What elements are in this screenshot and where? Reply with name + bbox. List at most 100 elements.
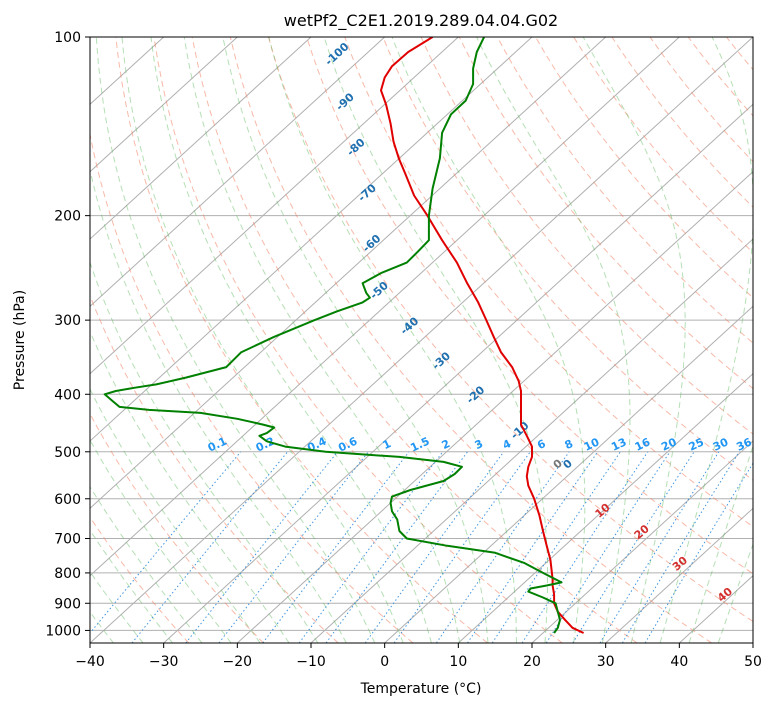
moist-adiabat-line [323,37,548,643]
moist-adiabat-line [90,439,232,643]
moist-adiabat-line [582,37,686,643]
y-tick-label: 100 [54,30,81,46]
isotherm-line [90,37,607,510]
moist-adiabat-line [90,485,203,643]
x-axis-title: Temperature (°C) [360,681,482,697]
mixing-ratio-line [393,451,531,643]
dry-adiabat-line [229,37,712,643]
moist-adiabat-line [121,37,404,643]
dry-adiabat-line [90,516,190,643]
y-axis: 100 200 300 400 500 600 700 800 900 1000 [45,30,90,639]
mixing-ratio-label: 30 [711,435,731,453]
moist-adiabat-line [90,570,144,643]
moist-adiabat-line [95,37,376,643]
dry-adiabat-line [153,37,563,643]
mixing-ratio-label: 10 [582,435,602,453]
mixing-ratio-line [467,451,599,643]
sounding-profiles [103,37,585,634]
chart-title: wetPf2_C2E1.2019.289.04.04.G02 [284,11,558,31]
x-tick-label: −30 [149,654,179,670]
mixing-ratio-line [621,451,740,643]
dry-adiabat-line [496,37,753,344]
y-tick-label: 200 [54,209,81,225]
isotherm-line [90,37,533,442]
dry-adiabat-line [191,37,638,643]
moist-adiabat-line [391,37,586,643]
isotherm-line [90,37,312,240]
isotherm-line [90,37,459,375]
x-tick-label: 0 [380,654,389,670]
y-tick-label: 500 [54,445,81,461]
mixing-ratio-line [90,451,242,634]
isotherm-line [384,305,753,643]
mixing-ratio-line [521,451,649,643]
dry-adiabat-line [344,37,753,528]
plot-frame [89,36,754,644]
mixing-ratio-line [491,451,621,643]
x-tick-label: 40 [670,654,688,670]
moist-adiabat-line [90,529,173,643]
y-tick-label: 700 [54,532,81,548]
moist-adiabat-line [150,37,432,643]
x-tick-label: 50 [744,654,762,670]
x-tick-label: −40 [75,654,105,670]
x-tick-label: −20 [223,654,253,670]
dry-adiabat-line [420,37,753,435]
moist-adiabat-line [90,388,261,643]
moist-adiabat-line [717,543,753,643]
y-tick-label: 800 [54,566,81,582]
dry-adiabat-line [458,37,753,390]
moist-adiabat-line [659,37,753,643]
isotherm-line [236,170,753,643]
moist-adiabat-line [90,167,347,643]
x-tick-label: 10 [449,654,467,670]
mixing-ratio-line [325,451,468,643]
x-tick-label: 20 [523,654,541,670]
moist-adiabat-line [90,330,290,643]
mixing-ratio-line [545,451,671,643]
y-tick-label: 600 [54,492,81,508]
moist-adiabat-line [688,444,753,643]
x-axis: −40 −30 −20 −10 0 10 20 30 40 50 [75,643,762,670]
mixing-ratio-line [298,451,444,643]
moist-adiabat-line [90,261,319,643]
dry-adiabat-line [90,131,414,643]
moist-adiabat-line [268,37,517,643]
isotherm-line [90,37,753,643]
moist-adiabat-line [222,37,489,643]
y-tick-label: 1000 [45,623,81,639]
x-tick-label: 30 [597,654,615,670]
isotherm-line [90,37,386,308]
moist-adiabat-line [183,37,461,643]
mixing-ratio-line [364,451,505,643]
mixing-ratio-label: 20 [659,435,679,453]
y-tick-label: 400 [54,387,81,403]
mixing-ratio-label: 36 [734,435,754,453]
x-tick-label: −10 [296,654,326,670]
isotherm-line [90,37,680,577]
mixing-ratio-line [435,451,570,643]
dry-adiabat-line [115,37,488,643]
mixing-ratio-line [185,451,338,643]
dry-adiabat-line [535,37,753,299]
mixing-ratio-label: 25 [687,436,706,454]
y-tick-label: 300 [54,313,81,329]
y-axis-title: Pressure (hPa) [12,290,28,390]
moist-adiabat-line [476,37,631,643]
mixing-ratio-line [131,451,288,643]
dry-adiabat-line [90,412,264,643]
mixing-ratio-line [262,451,410,643]
mixing-ratio-label: 16 [633,435,653,453]
y-tick-label: 900 [54,596,81,612]
dry-adiabat-line [306,37,753,575]
mixing-ratio-label: 13 [609,436,628,454]
isotherm-line [605,507,753,643]
plot-background-lines [90,37,753,643]
mixing-ratio-line [644,462,753,643]
isotherm-line [457,372,753,643]
dry-adiabat-line [382,37,753,481]
mixing-ratio-line [572,451,695,643]
isotherm-line [90,37,238,173]
